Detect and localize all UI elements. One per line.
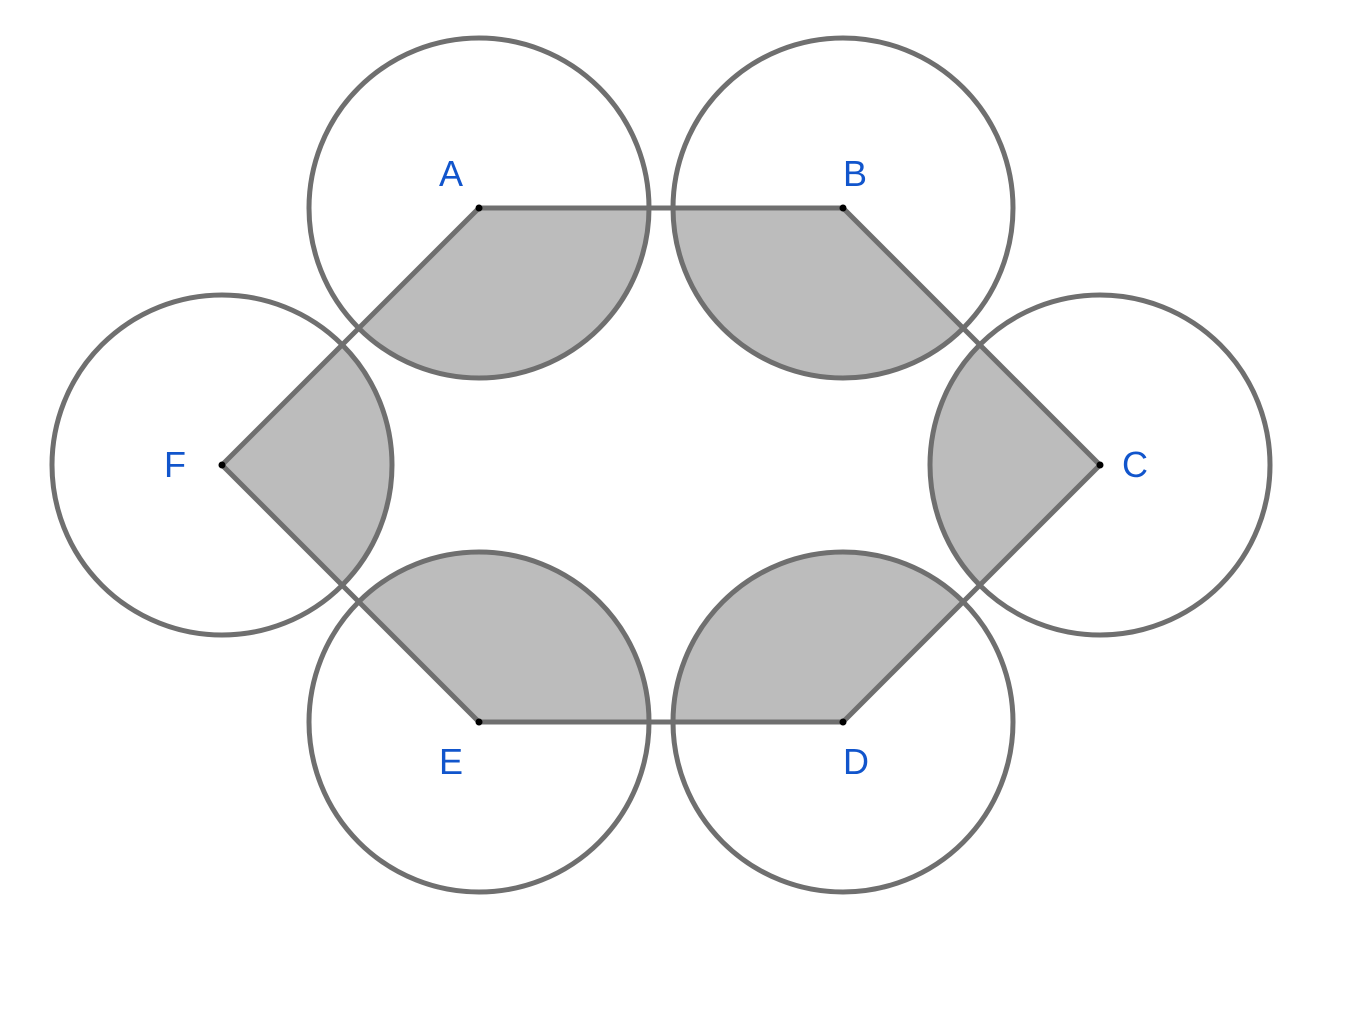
label-a: A	[439, 153, 463, 194]
diagram-canvas: A B C D E F	[0, 0, 1365, 1017]
label-c: C	[1122, 444, 1148, 485]
label-e: E	[439, 741, 463, 782]
point-f	[219, 462, 226, 469]
point-d	[840, 719, 847, 726]
point-c	[1097, 462, 1104, 469]
point-e	[476, 719, 483, 726]
point-a	[476, 205, 483, 212]
label-b: B	[843, 153, 867, 194]
label-d: D	[843, 741, 869, 782]
point-b	[840, 205, 847, 212]
label-f: F	[164, 444, 186, 485]
interior-sectors	[52, 38, 1270, 892]
